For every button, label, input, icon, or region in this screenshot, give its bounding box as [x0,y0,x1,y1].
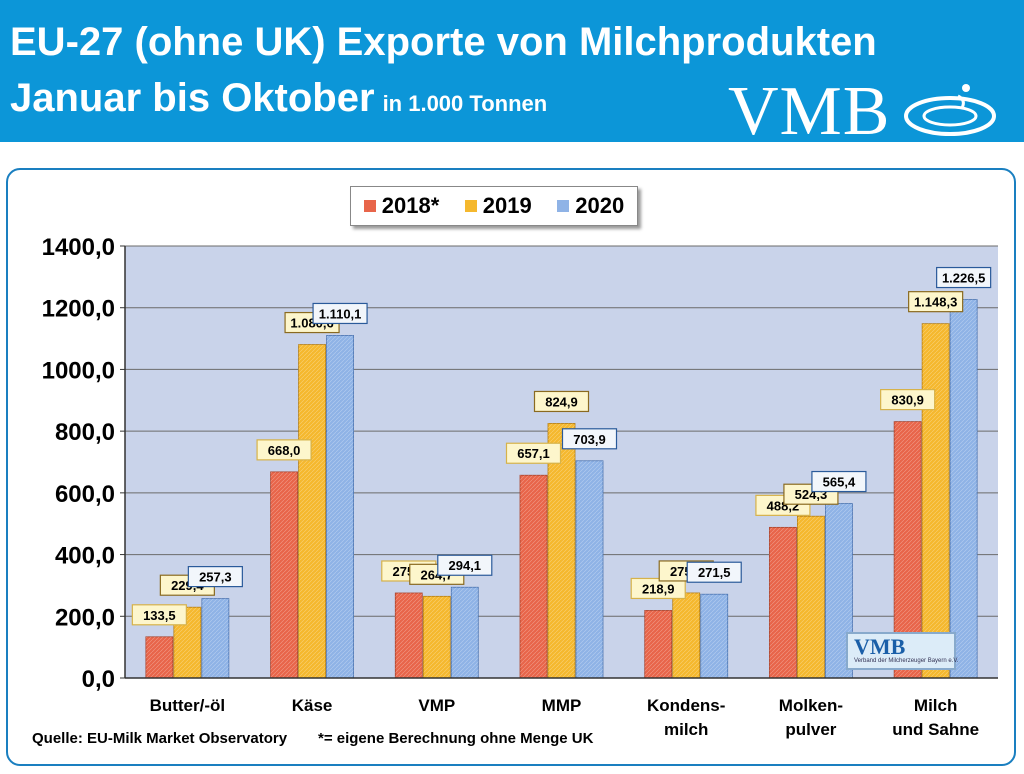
category-label: MMP [542,696,582,715]
legend-item: 2019 [464,193,532,219]
bar-texture [270,471,298,678]
bar-texture [548,423,575,678]
data-label: 830,9 [891,393,924,408]
data-label: 1.110,1 [319,306,362,321]
bar-texture [298,344,326,678]
data-label-box [505,442,562,464]
bar-texture [395,592,423,678]
footnote: *= eigene Berechnung ohne Menge UK [318,730,594,747]
data-label-box [630,577,686,600]
unit-label: in 1.000 Tonnen [382,91,548,116]
category-label: Butter/-öl [150,696,226,715]
bar-texture [451,587,479,678]
category-label: pulver [785,720,836,739]
data-label: 271,5 [698,565,731,580]
data-label: 218,9 [642,581,675,596]
bar-texture [145,636,173,678]
bar-texture [326,335,354,678]
legend-label: 2020 [575,193,625,218]
bar-texture [520,475,547,678]
legend-swatch [557,200,570,212]
legend-label: 2018* [381,193,440,218]
y-tick-label: 800,0 [55,419,115,446]
chart-title: EU-27 (ohne UK) Exporte von Milchprodukt… [10,20,877,64]
category-label: Käse [292,696,333,715]
y-tick-label: 1200,0 [42,296,115,323]
y-tick-label: 1400,0 [42,234,115,261]
chart-legend: 2018* 2019 2020 [350,186,638,226]
data-label-box [811,470,867,493]
data-label-box [187,566,243,588]
category-label: Milch [914,696,957,715]
vmb-logo: VMB [728,73,891,150]
y-tick-label: 600,0 [55,481,115,508]
data-label-box [561,428,618,450]
data-label: 824,9 [545,394,578,409]
y-tick-label: 1000,0 [42,357,115,384]
vmb-badge: VMB Verband der Milcherzeuger Bayern e.V… [846,632,959,670]
data-label: 1.226,5 [942,271,985,286]
bar-texture [700,594,728,678]
data-label-box [908,291,964,313]
data-label-box [936,266,992,289]
data-label-box [312,302,368,325]
data-label-box [256,439,312,461]
data-label: 1.148,3 [914,295,957,310]
data-label: 703,9 [573,432,606,447]
data-label: 668,0 [268,443,301,458]
data-label: 294,1 [449,558,482,573]
category-label: und Sahne [892,720,979,739]
badge-tagline: Verband der Milcherzeuger Bayern e.V. [854,658,959,664]
bar-texture [576,460,603,678]
data-label: 133,5 [143,608,176,623]
bar-texture [769,527,797,678]
header-banner: EU-27 (ohne UK) Exporte von Milchprodukt… [0,0,1024,150]
y-tick-label: 400,0 [55,543,115,570]
period-label: Januar bis Oktober [10,76,375,120]
data-label: 565,4 [823,475,856,490]
data-label-box [880,389,936,411]
data-label-box [437,554,493,576]
y-tick-label: 0,0 [82,666,115,693]
legend-label: 2019 [482,193,532,218]
legend-item: 2020 [557,193,624,219]
bar-texture [672,592,700,678]
bar-texture [797,516,825,678]
data-label-box [533,390,590,413]
category-label: VMP [418,696,455,715]
bar-texture [201,598,229,678]
category-label: milch [664,720,708,739]
data-label-box [131,604,187,626]
data-label-box [686,561,742,583]
bar-texture [644,610,672,678]
legend-item: 2018* [363,193,440,219]
legend-swatch [464,200,477,212]
bar-texture [950,299,978,678]
legend-swatch [363,200,376,212]
bar-texture [423,596,451,678]
chart-subtitle: Januar bis Oktober in 1.000 Tonnen [10,74,547,128]
vmb-logo-icon [904,84,996,136]
bar-texture [922,323,950,678]
source-note: Quelle: EU-Milk Market Observatory [32,730,288,747]
category-label: Kondens- [647,696,725,715]
data-label: 657,1 [517,446,550,461]
badge-logo: VMB [854,634,906,659]
category-label: Molken- [779,696,843,715]
data-label: 257,3 [199,570,232,585]
y-tick-label: 200,0 [55,604,115,631]
